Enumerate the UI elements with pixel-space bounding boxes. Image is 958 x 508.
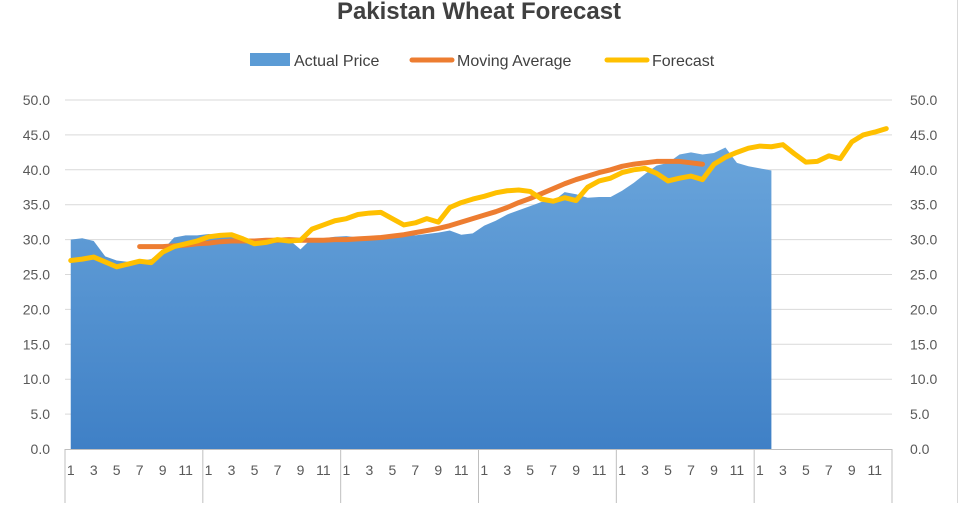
y-tick-label-left: 10.0 — [23, 371, 50, 387]
y-tick-label-left: 25.0 — [23, 267, 50, 283]
y-tick-label-left: 30.0 — [23, 232, 50, 248]
x-tick-label: 11 — [592, 462, 607, 478]
x-tick-label: 9 — [434, 462, 442, 478]
y-tick-label-left: 5.0 — [31, 406, 51, 422]
x-tick-label: 1 — [67, 462, 75, 478]
y-axis-left: 0.0 5.0 10.0 15.0 20.0 25.0 30.0 35.0 40.0 45.0 50… — [23, 92, 50, 457]
y-tick-label-right: 50.0 — [910, 92, 937, 108]
y-tick-label-left: 0.0 — [31, 441, 51, 457]
x-tick-label: 1 — [756, 462, 764, 478]
y-tick-label-left: 50.0 — [23, 92, 50, 108]
x-tick-label: 9 — [159, 462, 167, 478]
y-tick-label-right: 30.0 — [910, 232, 937, 248]
x-tick-label: 5 — [251, 462, 259, 478]
series-moving-average-line — [137, 158, 705, 250]
x-tick-label: 5 — [802, 462, 810, 478]
y-tick-label-left: 45.0 — [23, 127, 50, 143]
plot-area — [68, 126, 889, 450]
legend-swatch-actual-price — [250, 53, 290, 66]
y-axis-right: 0.0 5.0 10.0 15.0 20.0 25.0 30.0 35.0 40.0 45.0 50… — [910, 92, 937, 457]
y-tick-label-right: 25.0 — [910, 267, 937, 283]
x-tick-label: 5 — [113, 462, 121, 478]
legend-label-forecast: Forecast — [652, 53, 715, 70]
series-actual-price-area — [70, 147, 772, 450]
x-tick-label: 7 — [687, 462, 695, 478]
series-forecast-line — [68, 126, 889, 270]
chart-title: Pakistan Wheat Forecast — [337, 0, 621, 25]
x-tick-label: 5 — [664, 462, 672, 478]
x-tick-label: 11 — [454, 462, 469, 478]
x-tick-label: 9 — [297, 462, 305, 478]
y-tick-label-left: 40.0 — [23, 162, 50, 178]
y-tick-label-right: 15.0 — [910, 336, 937, 352]
x-tick-label: 7 — [549, 462, 557, 478]
legend-label-moving-average: Moving Average — [457, 53, 572, 70]
x-tick-label: 3 — [641, 462, 649, 478]
x-tick-label: 1 — [480, 462, 488, 478]
x-tick-label: 3 — [90, 462, 98, 478]
x-tick-label: 1 — [343, 462, 351, 478]
y-tick-label-right: 35.0 — [910, 197, 937, 213]
x-tick-label: 7 — [825, 462, 833, 478]
y-tick-label-right: 40.0 — [910, 162, 937, 178]
x-tick-label: 5 — [526, 462, 534, 478]
x-tick-label: 3 — [503, 462, 511, 478]
x-axis: 1 3 5 7 9 11 1 3 5 7 9 11 1 3 5 7 9 11 1 3 5 7 9 11 1 3 5 7 9 11 1 3 5 7 9… — [64, 449, 893, 503]
x-tick-label: 11 — [730, 462, 745, 478]
legend: Actual Price Moving Average Forecast — [250, 53, 715, 70]
y-tick-label-left: 35.0 — [23, 197, 50, 213]
y-tick-label-right: 20.0 — [910, 301, 937, 317]
x-tick-label: 3 — [365, 462, 373, 478]
y-tick-label-left: 15.0 — [23, 336, 50, 352]
x-tick-label: 7 — [411, 462, 419, 478]
x-tick-label: 9 — [848, 462, 856, 478]
x-tick-label: 11 — [316, 462, 331, 478]
y-tick-label-right: 5.0 — [910, 406, 930, 422]
legend-label-actual-price: Actual Price — [294, 53, 379, 70]
x-tick-label: 7 — [274, 462, 282, 478]
y-tick-label-right: 45.0 — [910, 127, 937, 143]
x-tick-label: 9 — [710, 462, 718, 478]
x-tick-label: 1 — [205, 462, 213, 478]
x-tick-label: 11 — [867, 462, 882, 478]
y-tick-label-right: 0.0 — [910, 441, 930, 457]
x-tick-label: 7 — [136, 462, 144, 478]
y-tick-label-left: 20.0 — [23, 301, 50, 317]
y-tick-label-right: 10.0 — [910, 371, 937, 387]
x-tick-label: 3 — [228, 462, 236, 478]
x-tick-label: 1 — [618, 462, 626, 478]
x-tick-label: 3 — [779, 462, 787, 478]
x-tick-label: 9 — [572, 462, 580, 478]
x-tick-label: 11 — [178, 462, 193, 478]
x-tick-label: 5 — [388, 462, 396, 478]
